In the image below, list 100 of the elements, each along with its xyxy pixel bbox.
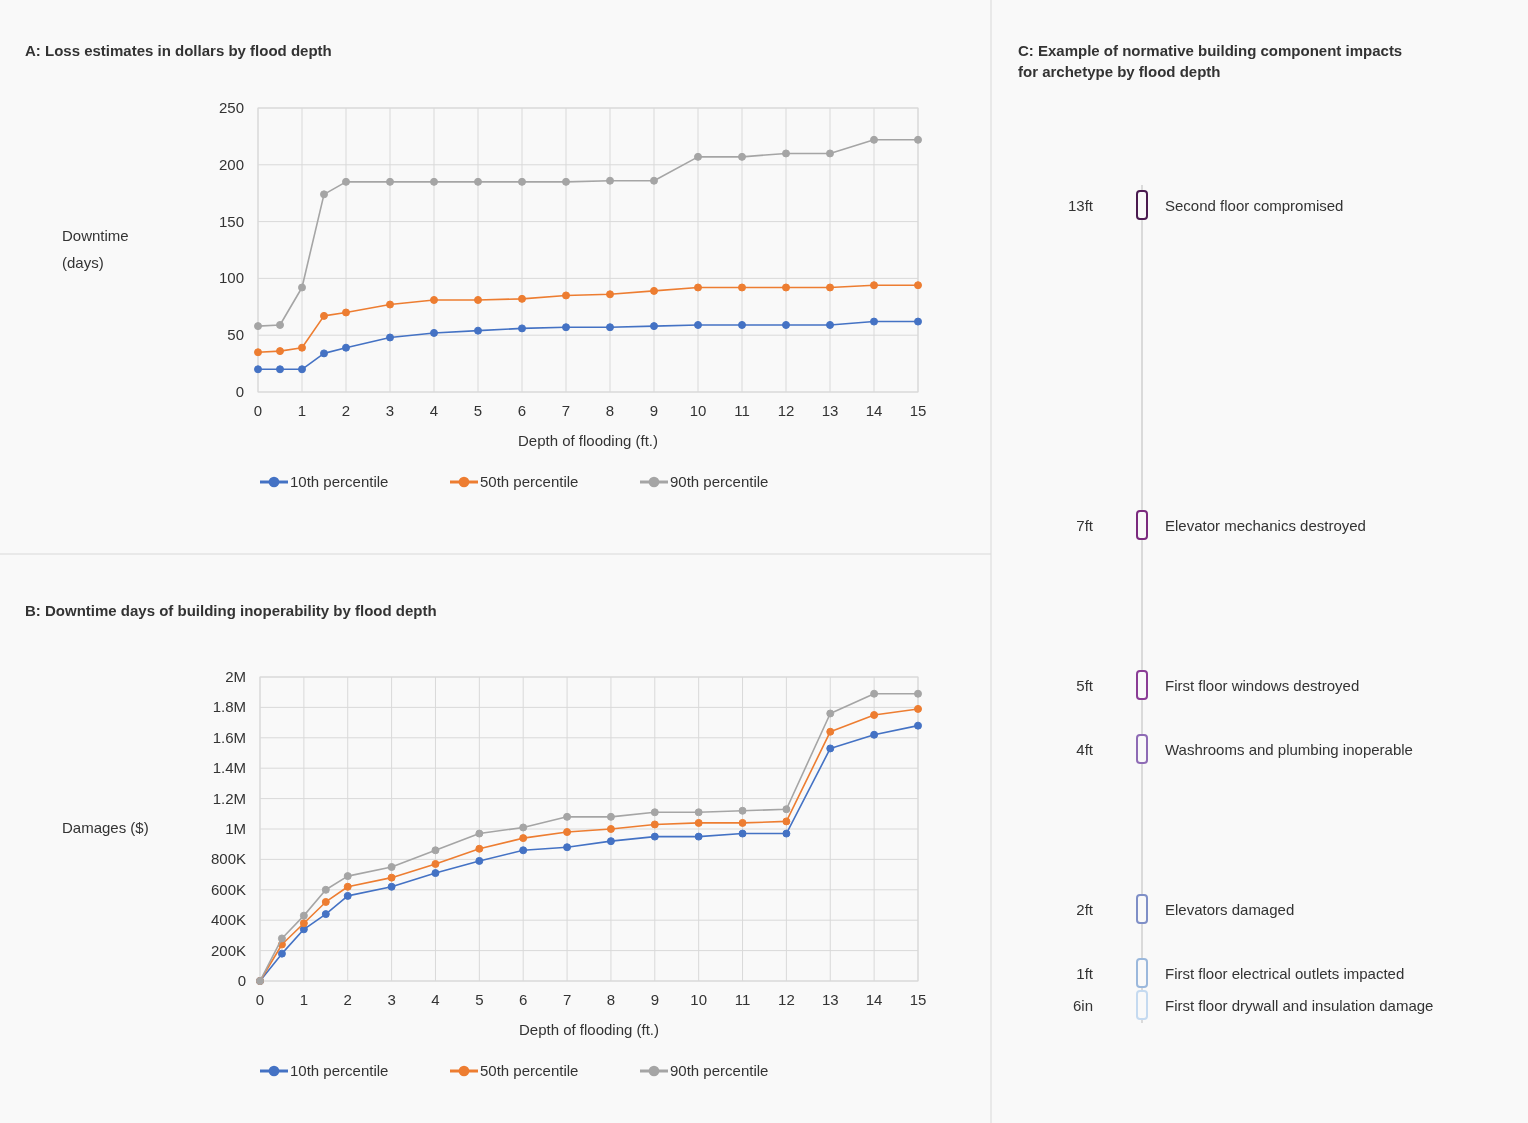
point: [298, 283, 306, 292]
legend-label: 50th percentile: [480, 1062, 579, 1079]
point: [650, 820, 659, 829]
y-axis-title: Damages ($): [62, 819, 149, 836]
x-tick-label: 6: [519, 991, 528, 1008]
point: [606, 837, 615, 846]
x-tick-label: 8: [605, 402, 615, 419]
x-tick-label: 12: [778, 991, 795, 1008]
point: [782, 149, 790, 158]
legend-label: 90th percentile: [670, 473, 769, 490]
point: [826, 744, 835, 753]
x-tick-label: 4: [429, 402, 439, 419]
point: [914, 317, 922, 326]
point: [431, 859, 440, 868]
x-tick-label: 1: [297, 402, 307, 419]
point: [387, 863, 396, 871]
y-tick-label: 200K: [210, 941, 246, 959]
point: [276, 320, 284, 329]
point: [342, 177, 350, 186]
y-tick-label: 0: [235, 383, 244, 400]
point: [606, 323, 614, 332]
text: C: Example of normative building component impacts for archetype by flood depth: [1018, 42, 1403, 80]
point: [431, 869, 440, 878]
point: [320, 190, 328, 199]
x-tick-label: 3: [387, 991, 396, 1008]
x-tick-label: 13: [821, 991, 839, 1008]
legend-label: 50th percentile: [480, 473, 579, 490]
point: [519, 846, 528, 855]
point: [321, 910, 330, 919]
point: [386, 300, 394, 309]
point: [826, 727, 835, 736]
point: [519, 823, 528, 832]
point: [431, 846, 440, 855]
point: [563, 843, 572, 852]
point: [519, 834, 528, 843]
point: [738, 818, 747, 827]
point: [342, 343, 350, 352]
point: [738, 829, 747, 838]
y-tick-label: 100: [218, 269, 244, 287]
chart-title: B: Downtime days of building inoperability by flood depth: [25, 602, 437, 619]
point: [321, 885, 330, 894]
x-tick-label: 1: [299, 991, 309, 1008]
point: [563, 828, 572, 837]
category-label: 6in: [1072, 997, 1093, 1014]
x-tick-label: 2: [343, 991, 352, 1008]
legend-label: 90th percentile: [670, 1062, 769, 1079]
x-tick-label: 0: [255, 991, 265, 1008]
point: [474, 326, 482, 335]
point: [650, 286, 658, 295]
x-tick-label: 10: [689, 402, 707, 419]
y-tick-label: 1.8M: [212, 698, 246, 716]
point: [914, 281, 922, 290]
point: [870, 281, 878, 290]
x-tick-label: 15: [909, 402, 927, 419]
text: First floor drywall and insulation damage: [1165, 997, 1434, 1014]
x-tick-label: 6: [517, 402, 527, 419]
x-tick-label: 5: [473, 402, 483, 419]
category-label: 5ft: [1076, 677, 1094, 694]
point: [650, 322, 658, 331]
y-tick-label: 1.4M: [212, 759, 246, 777]
point: [914, 135, 922, 144]
point: [914, 704, 922, 713]
point: [650, 832, 659, 841]
point: [606, 290, 614, 299]
point: [320, 311, 328, 320]
point: [914, 721, 922, 730]
x-axis-title: Depth of flooding (ft.): [517, 432, 659, 449]
legend-label: 10th percentile: [290, 1062, 389, 1079]
category-label: 13ft: [1067, 197, 1094, 214]
point: [870, 135, 878, 144]
point: [782, 817, 791, 826]
x-tick-label: 15: [909, 991, 927, 1008]
point: [474, 295, 482, 304]
point: [430, 328, 438, 337]
point: [870, 317, 878, 326]
point: [738, 320, 746, 329]
x-tick-label: 8: [606, 991, 616, 1008]
x-tick-label: 9: [649, 402, 659, 419]
point: [343, 872, 352, 881]
x-tick-label: 9: [650, 991, 659, 1008]
point: [694, 818, 703, 827]
point: [321, 897, 330, 906]
x-tick-label: 0: [253, 402, 263, 419]
point: [782, 320, 790, 329]
point: [870, 730, 879, 739]
point: [386, 177, 394, 186]
point: [738, 806, 747, 815]
y-tick-label: 150: [218, 212, 244, 230]
point: [782, 805, 791, 814]
point: [518, 324, 526, 333]
x-tick-label: 5: [475, 991, 484, 1008]
point: [650, 176, 658, 185]
point: [650, 808, 659, 817]
point: [518, 294, 526, 303]
point: [694, 283, 702, 292]
x-axis-title: Depth of flooding (ft.): [518, 1021, 660, 1038]
point: [343, 882, 352, 891]
y-tick-label: 600K: [210, 880, 246, 898]
point: [299, 911, 308, 920]
point: [387, 873, 396, 882]
